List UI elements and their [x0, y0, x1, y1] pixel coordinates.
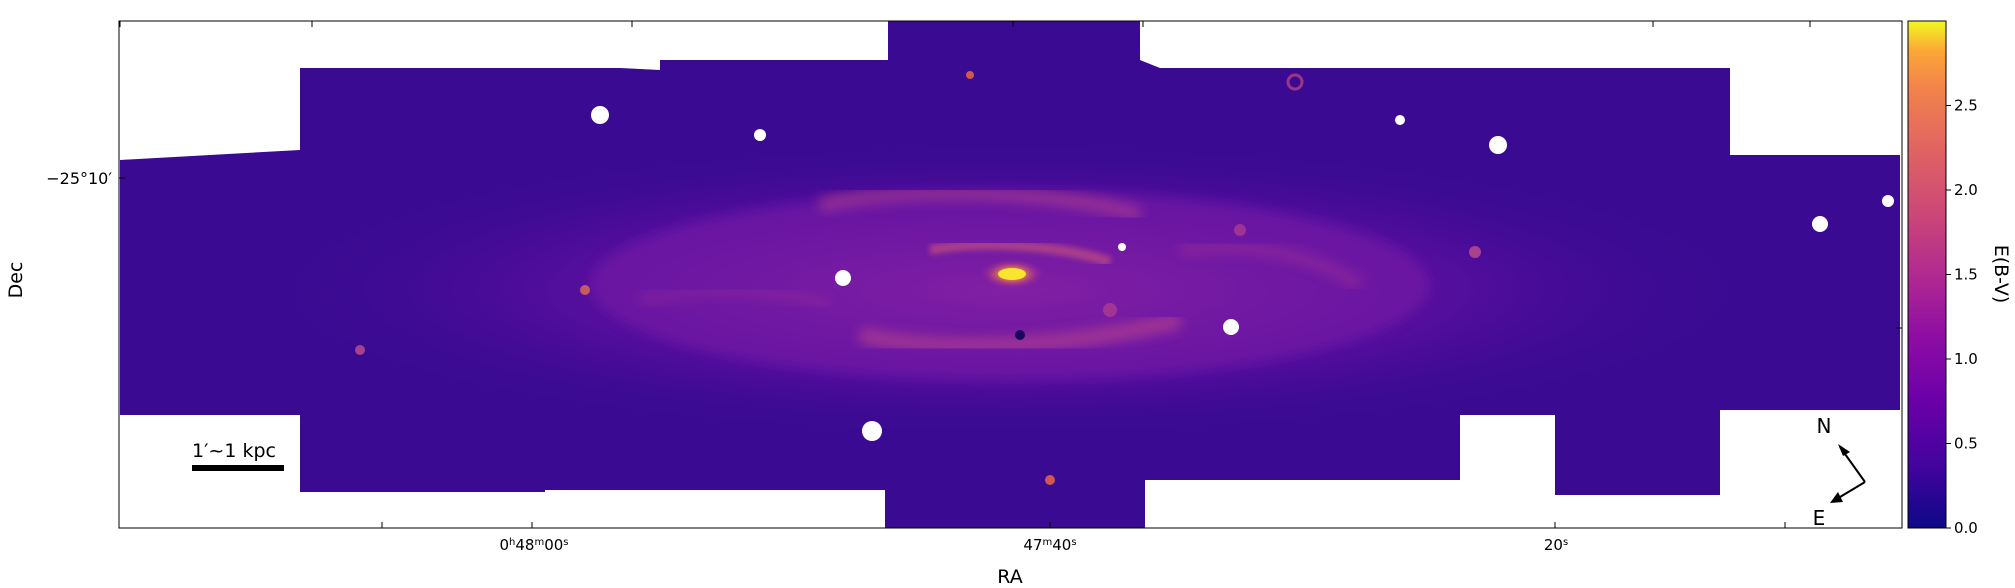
- colorbar-tick-label-5: 2.5: [1954, 97, 1978, 115]
- compass-north-label: N: [1817, 414, 1832, 438]
- x-axis-label: RA: [997, 566, 1022, 588]
- x-tick-label-2: 20s: [1544, 536, 1568, 554]
- y-axis-label: Dec: [5, 262, 27, 299]
- y-tick-label-0: −25°10′: [46, 169, 112, 188]
- scalebar-label: 1′~1 kpc: [192, 440, 276, 462]
- colorbar: 0.0 0.5 1.0 1.5 2.0 2.5 E(B-V): [1907, 20, 2012, 537]
- compass: N E: [1813, 414, 1866, 530]
- colorbar-tick-label-2: 1.0: [1954, 350, 1978, 368]
- colorbar-tick-label-4: 2.0: [1954, 181, 1978, 199]
- north-arrow-icon: [1838, 444, 1850, 456]
- x-tick-label-0: 0h48m00s: [499, 536, 568, 554]
- colorbar-ticks: 0.0 0.5 1.0 1.5 2.0 2.5: [1946, 97, 1978, 537]
- x-tick-label-1: 47m40s: [1023, 536, 1076, 554]
- extinction-map: [120, 21, 1900, 528]
- scalebar: [192, 465, 284, 471]
- colorbar-label: E(B-V): [1990, 245, 2012, 304]
- colorbar-tick-label-0: 0.0: [1954, 519, 1978, 537]
- bottom-ticks: [381, 522, 1786, 528]
- compass-east-label: E: [1813, 506, 1826, 530]
- colorbar-tick-label-1: 0.5: [1954, 435, 1978, 453]
- top-ticks: [119, 21, 1811, 27]
- east-arrow-icon: [1830, 492, 1843, 503]
- colorbar-tick-label-3: 1.5: [1954, 266, 1978, 284]
- colorbar-gradient: [1907, 20, 1947, 529]
